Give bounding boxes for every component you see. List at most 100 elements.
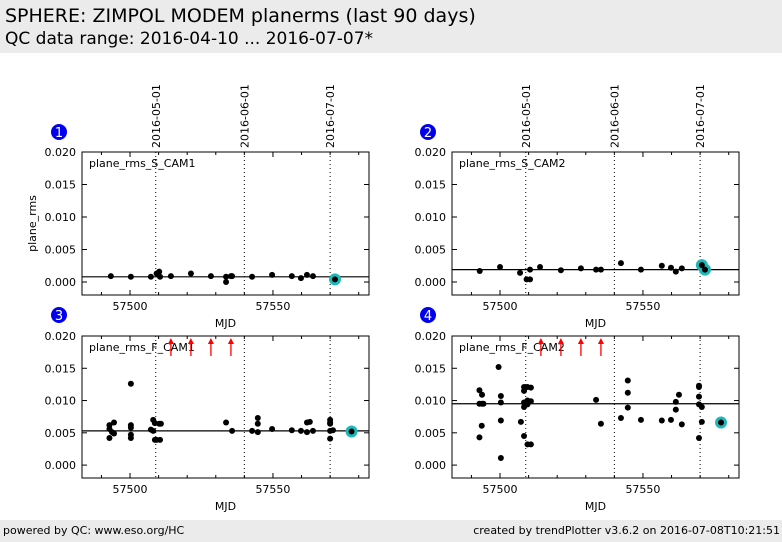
data-point — [476, 434, 483, 441]
outlier-arrow-head — [227, 338, 234, 344]
outlier-arrow-head — [167, 338, 174, 344]
y-tick-label: 0.015 — [415, 362, 447, 375]
x-axis-label: MJD — [585, 500, 606, 513]
parameter-label: plane_rms_S_CAM2 — [459, 157, 565, 170]
data-point — [479, 391, 486, 398]
y-tick-label: 0.000 — [45, 276, 77, 289]
data-point — [249, 427, 256, 434]
data-point — [597, 420, 604, 427]
plot-panel-3: 3 0.000 0.005 0.010 0.015 0.020 57500 57550 MJD p… — [45, 307, 370, 513]
data-point — [517, 269, 524, 276]
x-tick-label: 57500 — [483, 483, 518, 496]
plot-frame — [451, 151, 740, 296]
data-point — [527, 441, 534, 448]
data-point — [497, 399, 504, 406]
y-tick-label: 0.020 — [415, 146, 447, 159]
outlier-arrow-head — [597, 338, 604, 344]
plot-panel-4: 4 0.000 0.005 0.010 0.015 0.020 57500 57550 MJD p… — [415, 307, 740, 513]
data-point — [537, 264, 544, 271]
trend-plots: 1 2016-05-01 2016-06-01 2016-07-01 0.000 0.00… — [26, 84, 740, 513]
outlier-arrow-head — [187, 338, 194, 344]
data-range-subtitle: QC data range: 2016-04-10 ... 2016-07-07… — [5, 29, 374, 49]
data-point — [667, 264, 674, 271]
data-point — [624, 377, 631, 384]
x-axis-label: MJD — [585, 317, 606, 330]
data-point — [637, 416, 644, 423]
data-point — [557, 267, 564, 274]
panel-number-text: 2 — [424, 126, 432, 141]
data-point — [254, 429, 261, 436]
data-point — [678, 421, 685, 428]
y-tick-label: 0.005 — [415, 244, 447, 257]
data-point — [303, 429, 310, 436]
x-tick-label: 57550 — [625, 483, 660, 496]
data-point — [127, 424, 134, 431]
data-point — [157, 420, 164, 427]
data-point — [593, 396, 600, 403]
y-tick-label: 0.020 — [415, 330, 447, 343]
data-point — [521, 387, 528, 394]
data-point — [672, 398, 679, 405]
data-point — [306, 418, 313, 425]
outlier-arrow-head — [207, 338, 214, 344]
data-point — [269, 425, 276, 432]
data-point — [593, 266, 600, 273]
data-point — [497, 264, 504, 271]
header-bar: SPHERE: ZIMPOL MODEM planerms (last 90 d… — [0, 0, 782, 53]
data-point — [597, 266, 604, 273]
date-marker-label: 2016-07-01 — [694, 84, 707, 148]
data-point — [249, 273, 256, 280]
plot-frame — [81, 151, 370, 296]
data-point — [617, 414, 624, 421]
outlier-arrow-head — [557, 338, 564, 344]
data-point — [254, 414, 261, 421]
data-point — [157, 273, 164, 280]
date-marker-label: 2016-05-01 — [520, 84, 533, 148]
date-marker-label: 2016-05-01 — [150, 84, 163, 148]
data-point — [229, 273, 236, 280]
data-point — [478, 422, 485, 429]
panel-number-text: 4 — [424, 309, 432, 324]
latest-data-point — [698, 262, 705, 269]
outlier-arrow-head — [537, 338, 544, 344]
data-point — [698, 418, 705, 425]
powered-by-text: powered by QC: www.eso.org/HC — [3, 524, 185, 537]
footer-bar: powered by QC: www.eso.org/HC created by… — [0, 520, 782, 542]
y-axis-label: plane_rms — [26, 195, 39, 252]
y-tick-label: 0.010 — [45, 395, 77, 408]
data-point — [637, 266, 644, 273]
y-tick-label: 0.010 — [45, 211, 77, 224]
data-point — [309, 273, 316, 280]
data-point — [127, 380, 134, 387]
data-point — [187, 270, 194, 277]
parameter-label: plane_rms_S_CAM1 — [89, 157, 195, 170]
y-tick-label: 0.005 — [45, 244, 77, 257]
data-point — [497, 417, 504, 424]
data-point — [157, 436, 164, 443]
data-point — [695, 383, 702, 390]
data-point — [527, 266, 534, 273]
data-point — [327, 420, 334, 427]
data-point — [223, 273, 230, 280]
data-point — [156, 268, 163, 275]
x-axis-label: MJD — [215, 317, 236, 330]
x-tick-label: 57500 — [113, 483, 148, 496]
latest-data-point — [701, 266, 708, 273]
panel-number-text: 3 — [55, 309, 63, 324]
data-point — [672, 406, 679, 413]
date-marker-label: 2016-06-01 — [608, 84, 621, 148]
y-tick-label: 0.015 — [415, 179, 447, 192]
y-tick-label: 0.010 — [415, 395, 447, 408]
panel-number-badge — [420, 124, 436, 140]
latest-data-point — [331, 276, 338, 283]
data-point — [254, 420, 261, 427]
data-point — [167, 273, 174, 280]
data-point — [297, 275, 304, 282]
data-point — [329, 427, 336, 434]
data-point — [327, 435, 334, 442]
data-point — [495, 363, 502, 370]
x-tick-label: 57500 — [483, 300, 518, 313]
y-tick-label: 0.005 — [415, 427, 447, 440]
plot-frame — [81, 335, 370, 479]
outlier-arrow-head — [577, 338, 584, 344]
